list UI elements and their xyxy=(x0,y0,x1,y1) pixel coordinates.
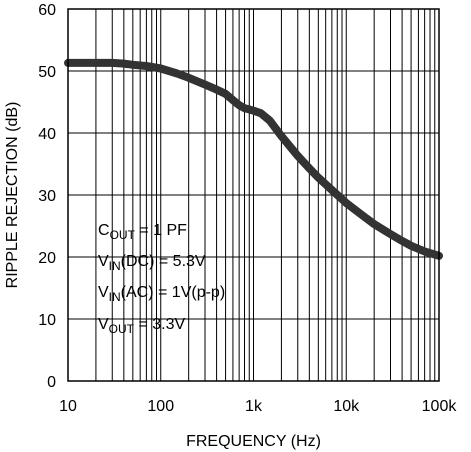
annotation-vout-symbol: V xyxy=(98,316,109,333)
annotation-vin-ac-value: (AC) = 1V(p-p) xyxy=(121,284,225,301)
y-tick-label: 20 xyxy=(38,250,56,267)
x-tick-labels: 10 100 1k 10k 100k xyxy=(59,398,457,415)
annotation-vin-dc: VIN(DC) = 5.3V xyxy=(98,253,206,273)
annotation-vin-dc-value: (DC) = 5.3V xyxy=(121,253,206,270)
y-tick-label: 10 xyxy=(38,312,56,329)
y-tick-labels: 0 10 20 30 40 50 60 xyxy=(38,2,56,391)
y-tick-label: 0 xyxy=(47,374,56,391)
annotation-vout-value: = 3.3V xyxy=(134,316,185,333)
series-layer xyxy=(64,58,443,260)
annotation-cout-subscript: OUT xyxy=(110,228,136,242)
x-tick-label: 100 xyxy=(147,398,174,415)
annotation-cout-symbol: C xyxy=(98,222,110,239)
annotation-cout-value: = 1 PF xyxy=(135,222,187,239)
annotation-vout: VOUT = 3.3V xyxy=(98,316,185,336)
annotation-vin-ac-symbol: V xyxy=(98,284,109,301)
x-tick-label: 1k xyxy=(245,398,263,415)
annotation-vin-ac-subscript: IN xyxy=(109,290,121,304)
ripple-rejection-line xyxy=(64,58,443,260)
y-axis-label: RIPPLE REJECTION (dB) xyxy=(4,102,21,289)
plot-frame xyxy=(67,8,440,382)
y-tick-label: 30 xyxy=(38,188,56,205)
x-tick-label: 10k xyxy=(333,398,360,415)
y-tick-label: 40 xyxy=(38,126,56,143)
annotation-vin-dc-subscript: IN xyxy=(109,259,121,273)
annotation-cout: COUT = 1 PF xyxy=(98,222,187,242)
x-axis-label: FREQUENCY (Hz) xyxy=(186,433,321,450)
annotation-vin-ac: VIN(AC) = 1V(p-p) xyxy=(98,284,225,304)
x-tick-label: 10 xyxy=(59,398,77,415)
x-tick-label: 100k xyxy=(422,398,458,415)
annotation-vin-dc-symbol: V xyxy=(98,253,109,270)
annotation-vout-subscript: OUT xyxy=(109,322,135,336)
y-tick-label: 60 xyxy=(38,2,56,19)
y-tick-label: 50 xyxy=(38,64,56,81)
conditions-annotation: COUT = 1 PF VIN(DC) = 5.3V VIN(AC) = 1V(… xyxy=(98,222,225,336)
